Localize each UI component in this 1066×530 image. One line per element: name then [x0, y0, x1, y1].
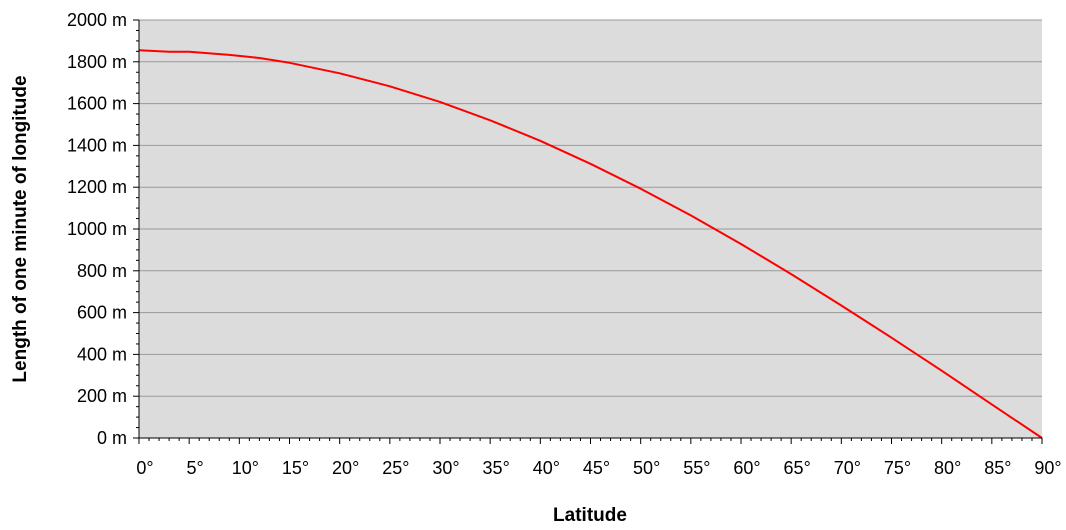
- x-tick-label: 20°: [332, 458, 359, 478]
- x-tick-label: 65°: [784, 458, 811, 478]
- x-tick-label: 30°: [432, 458, 459, 478]
- y-tick-label: 0 m: [97, 428, 127, 448]
- axes: [133, 19, 1043, 444]
- y-tick-label: 200 m: [77, 386, 127, 406]
- x-tick-label: 90°: [1034, 458, 1061, 478]
- x-tick-label: 70°: [834, 458, 861, 478]
- y-tick-label: 2000 m: [67, 10, 127, 30]
- y-tick-label: 1000 m: [67, 219, 127, 239]
- y-tick-label: 1600 m: [67, 94, 127, 114]
- series-layer: [138, 49, 1043, 439]
- x-tick-label: 45°: [583, 458, 610, 478]
- y-tick-labels: 0 m 200 m 400 m 600 m 800 m 1000 m 1200 m 1400 …: [67, 10, 127, 448]
- x-tick-label: 35°: [483, 458, 510, 478]
- x-axis-title: Latitude: [553, 505, 627, 526]
- y-tick-label: 800 m: [77, 261, 127, 281]
- x-tick-label: 25°: [382, 458, 409, 478]
- y-axis-title: Length of one minute of longitude: [10, 75, 31, 382]
- y-tick-label: 1800 m: [67, 52, 127, 72]
- series-line: [138, 49, 1043, 439]
- x-tick-label: 60°: [733, 458, 760, 478]
- y-tick-label: 600 m: [77, 303, 127, 323]
- x-tick-label: 55°: [683, 458, 710, 478]
- x-tick-label: 75°: [884, 458, 911, 478]
- x-tick-label: 40°: [533, 458, 560, 478]
- x-tick-label: 15°: [282, 458, 309, 478]
- y-tick-label: 1200 m: [67, 177, 127, 197]
- x-tick-label: 85°: [984, 458, 1011, 478]
- x-tick-labels: 0° 5° 10° 15° 20° 25° 30° 35° 40° 45° 50° 55° 60° 65°…: [136, 458, 1061, 478]
- x-tick-label: 80°: [934, 458, 961, 478]
- x-tick-label: 5°: [187, 458, 204, 478]
- x-tick-label: 50°: [633, 458, 660, 478]
- y-tick-label: 1400 m: [67, 135, 127, 155]
- x-tick-label: 10°: [232, 458, 259, 478]
- y-tick-label: 400 m: [77, 344, 127, 364]
- x-tick-label: 0°: [136, 458, 153, 478]
